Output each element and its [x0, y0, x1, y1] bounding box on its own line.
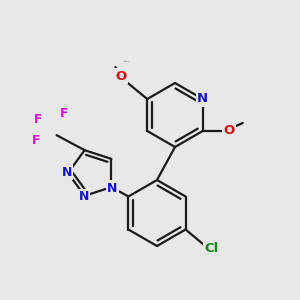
Text: N: N [107, 182, 118, 195]
Text: O: O [116, 70, 127, 83]
Text: N: N [62, 166, 72, 178]
Text: methoxy: methoxy [124, 60, 130, 62]
Text: O: O [223, 124, 234, 137]
Text: F: F [34, 113, 43, 126]
Text: F: F [32, 134, 41, 147]
Text: Cl: Cl [205, 242, 219, 255]
Text: N: N [197, 92, 208, 106]
Text: N: N [78, 190, 89, 203]
Text: F: F [60, 107, 69, 120]
